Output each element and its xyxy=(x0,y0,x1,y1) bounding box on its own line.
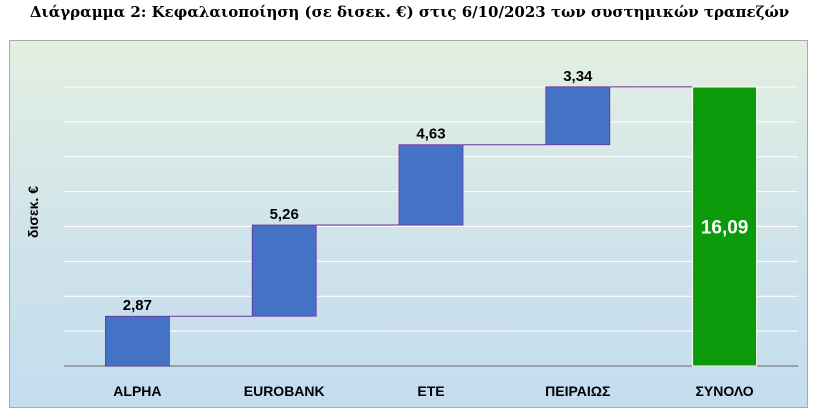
bar xyxy=(545,86,611,146)
chart-title: Διάγραμμα 2: Κεφαλαιοποίηση (σε δισεκ. €… xyxy=(29,3,790,21)
bar-total xyxy=(692,86,758,367)
y-axis-label: δισεκ. € xyxy=(25,186,41,238)
category-labels: ALPHA EUROBANK ΕΤΕ ΠΕΙΡΑΙΩΣ ΣΥΝΟΛΟ xyxy=(113,383,754,399)
category-label: ΕΤΕ xyxy=(417,383,444,399)
bar xyxy=(105,315,170,367)
connectors xyxy=(169,86,693,317)
bar xyxy=(251,224,317,317)
category-label: ΠΕΙΡΑΙΩΣ xyxy=(545,383,610,399)
bars xyxy=(105,86,758,367)
data-label: 2,87 xyxy=(123,297,152,314)
bar xyxy=(398,144,464,226)
category-label: ALPHA xyxy=(113,383,161,399)
data-label: 5,26 xyxy=(270,206,299,223)
data-labels: 2,87 5,26 4,63 3,34 16,09 xyxy=(123,68,749,314)
data-label-total: 16,09 xyxy=(701,218,749,239)
category-label: ΣΥΝΟΛΟ xyxy=(695,383,753,399)
data-label: 3,34 xyxy=(563,68,593,85)
data-label: 4,63 xyxy=(416,126,445,143)
category-label: EUROBANK xyxy=(244,383,325,399)
